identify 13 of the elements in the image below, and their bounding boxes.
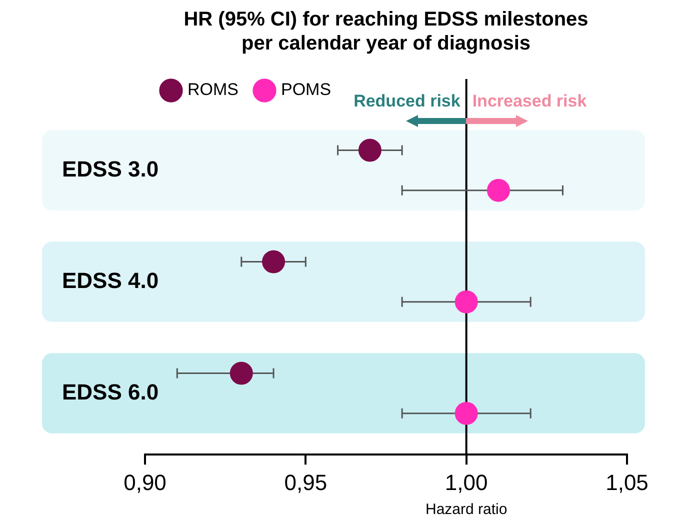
x-axis-title: Hazard ratio <box>425 501 508 518</box>
chart-title: HR (95% CI) for reaching EDSS milestones per calendar year of diagnosis <box>184 8 588 55</box>
legend-label: POMS <box>281 80 332 100</box>
x-tick-label: 0,90 <box>124 470 166 495</box>
annotation: Increased risk <box>472 92 588 111</box>
y-tick-label: EDSS 3.0 <box>62 156 159 182</box>
legend-label: ROMS <box>188 80 238 100</box>
x-tick-label: 0,95 <box>284 470 328 495</box>
y-tick-label: EDSS 6.0 <box>62 379 159 404</box>
x-tick-label: 1,00 <box>444 470 488 495</box>
x-tick-label: 1,05 <box>606 470 648 495</box>
y-tick-label: EDSS 4.0 <box>62 268 159 293</box>
annotation: Reduced risk <box>354 92 461 111</box>
